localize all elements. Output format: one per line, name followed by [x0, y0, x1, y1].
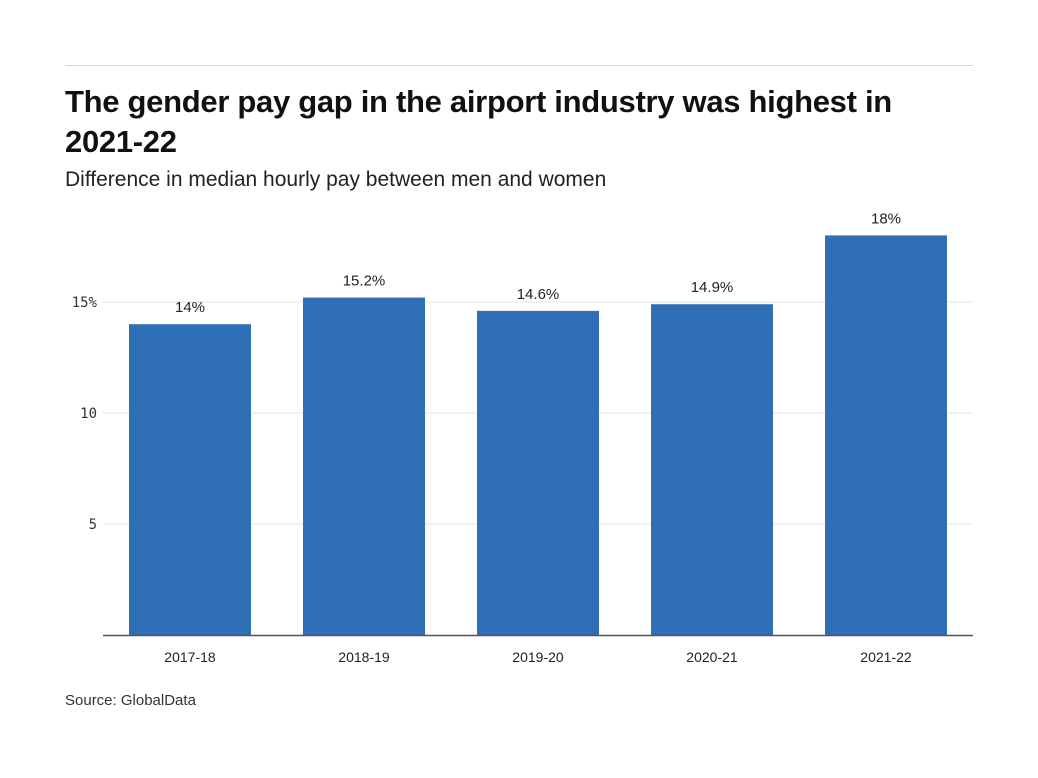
- bar: [303, 297, 425, 635]
- bar: [129, 324, 251, 635]
- data-label: 15.2%: [343, 273, 386, 290]
- y-axis-ticks: 5 10 15%: [72, 295, 98, 533]
- bar: [825, 235, 947, 635]
- y-tick-label: 15%: [72, 295, 98, 311]
- x-tick-label: 2017-18: [164, 649, 216, 665]
- x-axis-ticks: 2017-18 2018-19 2019-20 2020-21 2021-22: [164, 649, 912, 665]
- data-label: 14.6%: [517, 286, 560, 303]
- source-note: Source: GlobalData: [65, 692, 196, 709]
- data-label: 14.9%: [691, 279, 734, 296]
- x-tick-label: 2020-21: [686, 649, 738, 665]
- data-label: 18%: [871, 210, 901, 227]
- x-tick-label: 2019-20: [512, 649, 564, 665]
- top-divider: [65, 65, 973, 66]
- bars: [129, 235, 947, 635]
- chart-title: The gender pay gap in the airport indust…: [65, 84, 892, 159]
- y-tick-label: 10: [80, 406, 97, 422]
- bar: [651, 304, 773, 635]
- data-label: 14%: [175, 299, 205, 316]
- y-tick-label: 5: [89, 517, 97, 533]
- x-tick-label: 2018-19: [338, 649, 390, 665]
- bar: [477, 310, 599, 635]
- data-labels: 14% 15.2% 14.6% 14.9% 18%: [175, 210, 901, 316]
- chart-subtitle: Difference in median hourly pay between …: [65, 168, 607, 191]
- x-tick-label: 2021-22: [860, 649, 912, 665]
